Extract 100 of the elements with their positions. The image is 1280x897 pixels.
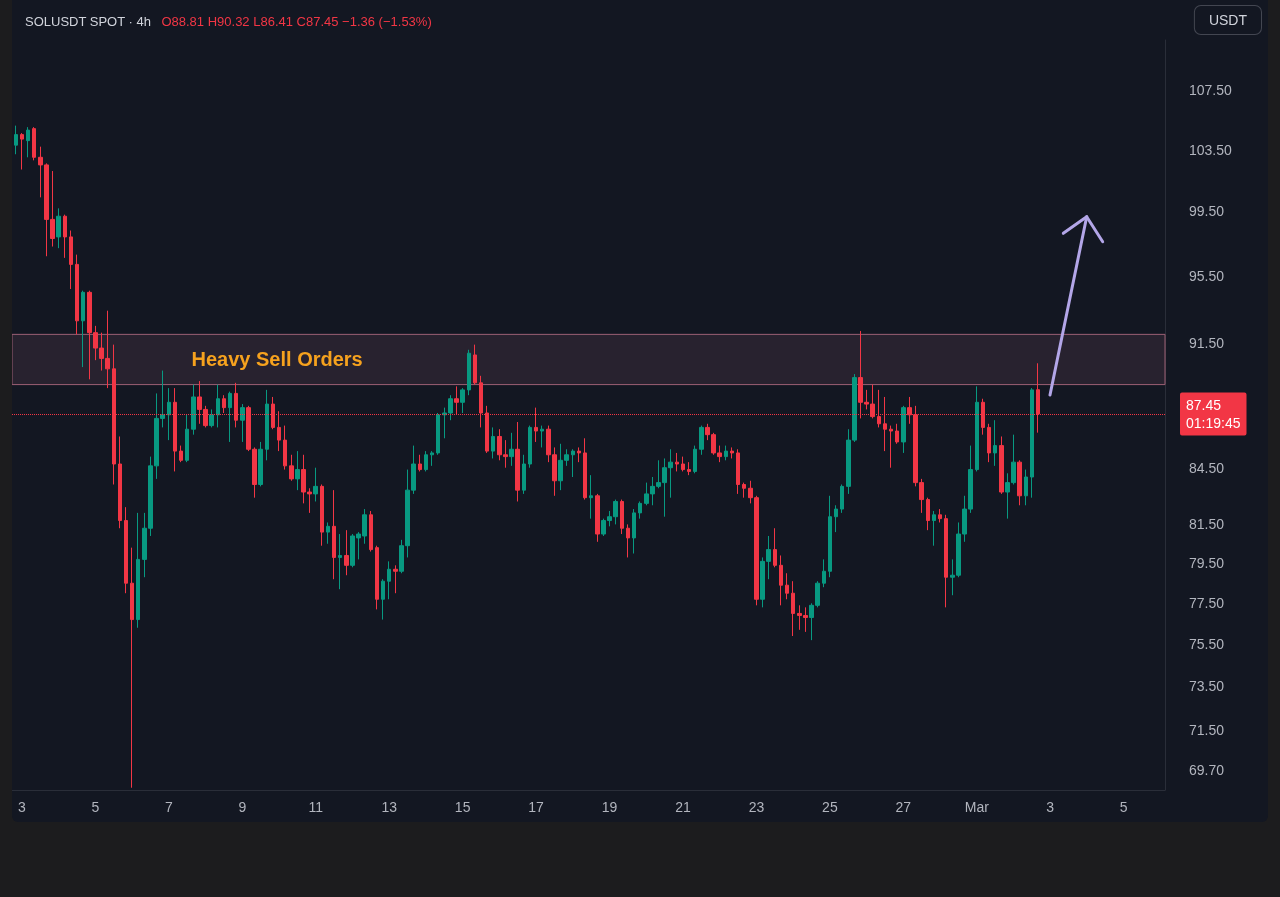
candlestick — [577, 446, 581, 463]
candlestick — [32, 126, 36, 161]
candlestick — [265, 389, 269, 461]
candlestick — [26, 126, 30, 158]
x-tick-label: 9 — [238, 799, 247, 815]
candlestick — [424, 450, 428, 472]
candlestick — [81, 290, 85, 368]
candlestick — [1030, 387, 1034, 499]
candlestick — [332, 489, 336, 580]
candlestick — [185, 414, 189, 463]
candlestick — [901, 405, 906, 454]
candlestick — [785, 572, 789, 600]
candlestick — [20, 132, 24, 171]
candlestick — [595, 493, 600, 543]
candlestick — [436, 412, 440, 456]
ref-line-label: 87.45 01:19:45 — [1186, 396, 1241, 431]
candlestick — [822, 558, 826, 588]
candlestick — [840, 484, 844, 514]
x-tick-label: 3 — [1046, 799, 1055, 815]
candlestick — [999, 435, 1004, 495]
candlestick — [167, 387, 171, 441]
candlestick — [393, 564, 398, 594]
candlestick — [430, 450, 434, 467]
candlestick — [632, 508, 636, 555]
candlestick — [460, 387, 465, 414]
candlestick — [222, 394, 226, 414]
candlestick — [828, 495, 832, 578]
candlestick — [491, 426, 495, 459]
candlestick — [209, 408, 214, 428]
y-axis-title: USDT — [1208, 12, 1248, 28]
candlestick — [56, 207, 61, 249]
y-tick-label: 84.50 — [1189, 459, 1225, 476]
x-tick-label: 23 — [748, 799, 765, 815]
chart-subtitle: O88.81 H90.32 L86.41 C87.45 −1.36 (−1.53%) — [161, 14, 432, 29]
candlestick — [522, 454, 526, 495]
candlestick — [834, 504, 838, 533]
band-label: Heavy Sell Orders — [191, 348, 363, 371]
candlestick — [63, 214, 67, 259]
candlestick — [540, 425, 544, 448]
x-tick-label: 15 — [454, 799, 471, 815]
candlestick — [509, 432, 514, 467]
candlestick — [69, 230, 73, 290]
candlestick — [326, 521, 330, 545]
candlestick — [687, 461, 691, 476]
candlestick — [699, 425, 704, 456]
y-tick-label: 71.50 — [1189, 721, 1225, 738]
candlestick — [626, 523, 630, 558]
chart-title: SOLUSDT SPOT · 4h — [25, 14, 151, 29]
candlestick — [338, 533, 342, 590]
y-tick-label: 73.50 — [1189, 678, 1225, 695]
candlestick — [773, 527, 777, 568]
candlestick — [932, 510, 936, 547]
candlestick — [14, 125, 18, 155]
candlestick — [258, 441, 263, 487]
y-tick-label: 75.50 — [1189, 636, 1225, 653]
y-tick-label: 69.70 — [1189, 761, 1225, 778]
x-tick-label: 27 — [895, 799, 912, 815]
candlestick — [136, 512, 140, 629]
candlestick — [130, 547, 134, 789]
candlestick — [736, 448, 740, 495]
x-tick-label: 21 — [675, 799, 691, 815]
candlestick — [779, 554, 783, 606]
candlestick — [313, 467, 318, 502]
x-tick-label: 7 — [164, 799, 173, 815]
candlestick — [975, 385, 979, 472]
candlestick — [283, 425, 287, 471]
candlestick — [418, 454, 422, 472]
x-tick-label: 19 — [601, 799, 618, 815]
candlestick — [216, 384, 220, 428]
candlestick — [387, 560, 391, 600]
candlestick — [620, 499, 624, 535]
candlestick — [895, 423, 899, 445]
x-tick-label: 17 — [528, 799, 545, 815]
candlestick — [344, 529, 349, 576]
candlestick — [320, 484, 324, 547]
x-tick-label: 5 — [1119, 799, 1128, 815]
candlestick — [467, 349, 471, 396]
candlestick — [118, 435, 122, 529]
candlestick — [638, 500, 642, 520]
candlestick — [938, 508, 942, 523]
y-tick-label: 77.50 — [1189, 595, 1225, 612]
candlestick — [1017, 459, 1022, 506]
candlestick — [228, 391, 232, 443]
candlestick — [240, 403, 245, 443]
candlestick — [675, 452, 679, 472]
y-tick-label: 91.50 — [1189, 334, 1225, 351]
candlestick — [75, 254, 79, 335]
y-tick-label: 81.50 — [1189, 516, 1225, 533]
candlestick — [191, 384, 196, 436]
candlestick — [375, 545, 379, 610]
y-tick-label: 95.50 — [1189, 267, 1225, 284]
candlestick — [179, 445, 183, 463]
x-tick-label: 3 — [18, 799, 27, 815]
x-tick-label: 11 — [308, 799, 324, 815]
candlestick — [681, 456, 685, 472]
candlestick — [889, 425, 893, 469]
candlestick — [473, 344, 477, 386]
candlestick — [381, 578, 385, 621]
candlestick — [742, 482, 746, 499]
x-tick-label: 13 — [381, 799, 398, 815]
